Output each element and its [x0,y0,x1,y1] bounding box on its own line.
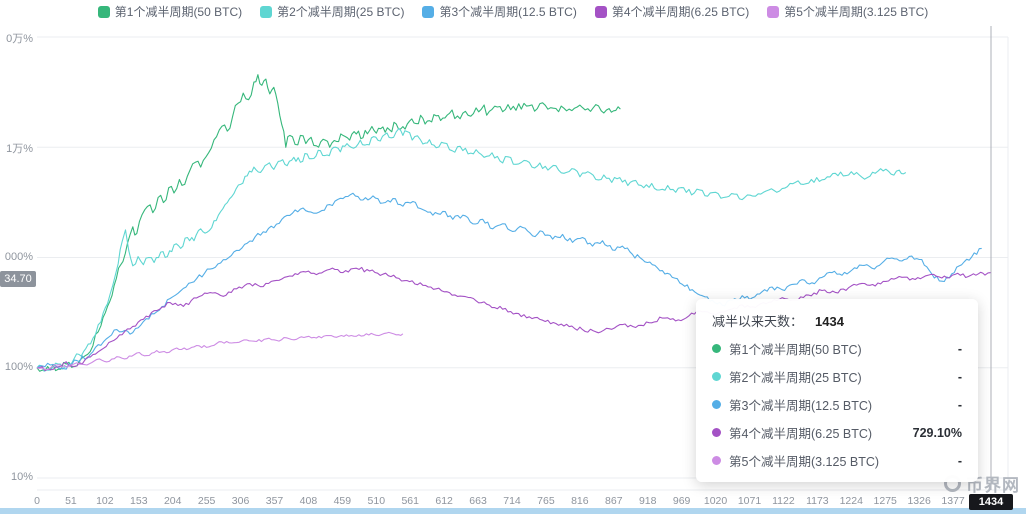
tooltip-series-value: - [957,397,962,412]
x-axis-tick-label: 0 [34,495,40,507]
x-axis-tick-label: 867 [605,495,623,507]
legend-swatch-icon [767,5,780,18]
x-axis-tick-label: 1122 [772,495,795,507]
tooltip-series-name: 第2个减半周期(25 BTC) [729,371,862,385]
tooltip-series-value: 729.10% [912,425,962,440]
legend-label: 第5个减半周期(3.125 BTC) [784,5,929,19]
x-axis-tick-label: 918 [638,495,657,507]
y-axis-tick-label: 100% [4,360,33,373]
tooltip-row: 第5个减半周期(3.125 BTC) - [712,451,962,470]
tooltip-series-name: 第3个减半周期(12.5 BTC) [729,399,873,413]
legend-item-cycle3[interactable]: 第3个减半周期(12.5 BTC) [422,3,577,20]
x-axis-tick-label: 1377 [941,495,965,507]
x-axis-tick-label: 1224 [839,495,863,507]
x-axis-tick-label: 306 [231,495,250,507]
tooltip-series-value: - [957,369,962,384]
tooltip-series-value: - [957,453,962,468]
y-axis-tick-label: 10% [10,471,33,483]
x-axis-tick-label: 510 [367,495,386,507]
tooltip-row: 第3个减半周期(12.5 BTC) - [712,395,962,414]
legend-label: 第1个减半周期(50 BTC) [114,5,243,19]
x-axis-pointer-label: 1434 [969,494,1013,510]
x-axis-tick-label: 663 [469,495,487,507]
series-dot-icon [712,428,721,437]
legend-swatch-icon [97,5,110,18]
legend-item-cycle2[interactable]: 第2个减半周期(25 BTC) [260,3,404,20]
x-axis-labels: 0 51 102 153 204 255 306 357 408 459 510 561 612 663 7… [0,495,1026,509]
legend-swatch-icon [422,5,435,18]
x-axis-tick-label: 969 [672,495,691,507]
tooltip-row: 第2个减半周期(25 BTC) - [712,367,962,386]
x-axis-tick-label: 1173 [806,495,829,507]
x-axis-tick-label: 357 [265,495,284,507]
x-axis-tick-label: 51 [65,495,77,507]
legend-label: 第3个减半周期(12.5 BTC) [439,5,577,19]
tooltip-days-value: 1434 [815,314,844,329]
x-axis-tick-label: 714 [503,495,521,507]
x-axis-tick-label: 204 [163,495,182,507]
x-axis-tick-label: 102 [96,495,114,507]
x-axis-tick-label: 1020 [703,495,728,507]
y-axis-tick-label: 0万% [6,33,33,45]
y-axis-tick-label: 1万% [6,143,33,156]
series-dot-icon [712,456,721,465]
legend-swatch-icon [594,5,607,18]
series-dot-icon [712,400,721,409]
y-axis-tick-label: 000% [4,250,33,263]
tooltip-series-name: 第5个减半周期(3.125 BTC) [729,455,880,469]
tooltip-title: 减半以来天数： 1434 [712,311,962,330]
x-axis-tick-label: 1275 [873,495,897,507]
x-axis-tick-label: 255 [197,495,216,507]
series-dot-icon [712,372,721,381]
series-dot-icon [712,344,721,353]
legend-item-cycle5[interactable]: 第5个减半周期(3.125 BTC) [767,3,928,20]
y-axis-pointer-label: 34.70 [0,270,36,287]
legend-item-cycle4[interactable]: 第4个减半周期(6.25 BTC) [594,3,750,20]
legend-swatch-icon [260,5,273,18]
tooltip-days-label: 减半以来天数： [712,314,804,329]
chart-tooltip: 减半以来天数： 1434 第1个减半周期(50 BTC) - 第2个减半周期(25… [696,299,978,482]
tooltip-series-value: - [957,341,962,356]
x-axis-tick-label: 408 [299,495,318,507]
legend-label: 第4个减半周期(6.25 BTC) [611,5,750,19]
chart-legend: 第1个减半周期(50 BTC) 第2个减半周期(25 BTC) 第3个减半周期(… [0,3,1026,20]
x-axis-tick-label: 816 [571,495,589,507]
x-axis-tick-label: 1326 [907,495,931,507]
x-axis-tick-label: 561 [401,495,419,507]
tooltip-row: 第1个减半周期(50 BTC) - [712,339,962,358]
bottom-edge-bar [0,508,1026,514]
legend-item-cycle1[interactable]: 第1个减半周期(50 BTC) [97,3,243,20]
legend-label: 第2个减半周期(25 BTC) [277,5,405,19]
x-axis-tick-label: 1071 [737,495,762,507]
x-axis-tick-label: 153 [130,495,148,507]
watermark-text: 币界网 [966,476,1020,495]
tooltip-series-name: 第1个减半周期(50 BTC) [729,343,862,357]
tooltip-series-name: 第4个减半周期(6.25 BTC) [729,427,873,441]
x-axis-tick-label: 765 [537,495,555,507]
x-axis-tick-label: 459 [333,495,352,507]
x-axis-tick-label: 612 [435,495,453,507]
tooltip-row: 第4个减半周期(6.25 BTC) 729.10% [712,423,962,442]
